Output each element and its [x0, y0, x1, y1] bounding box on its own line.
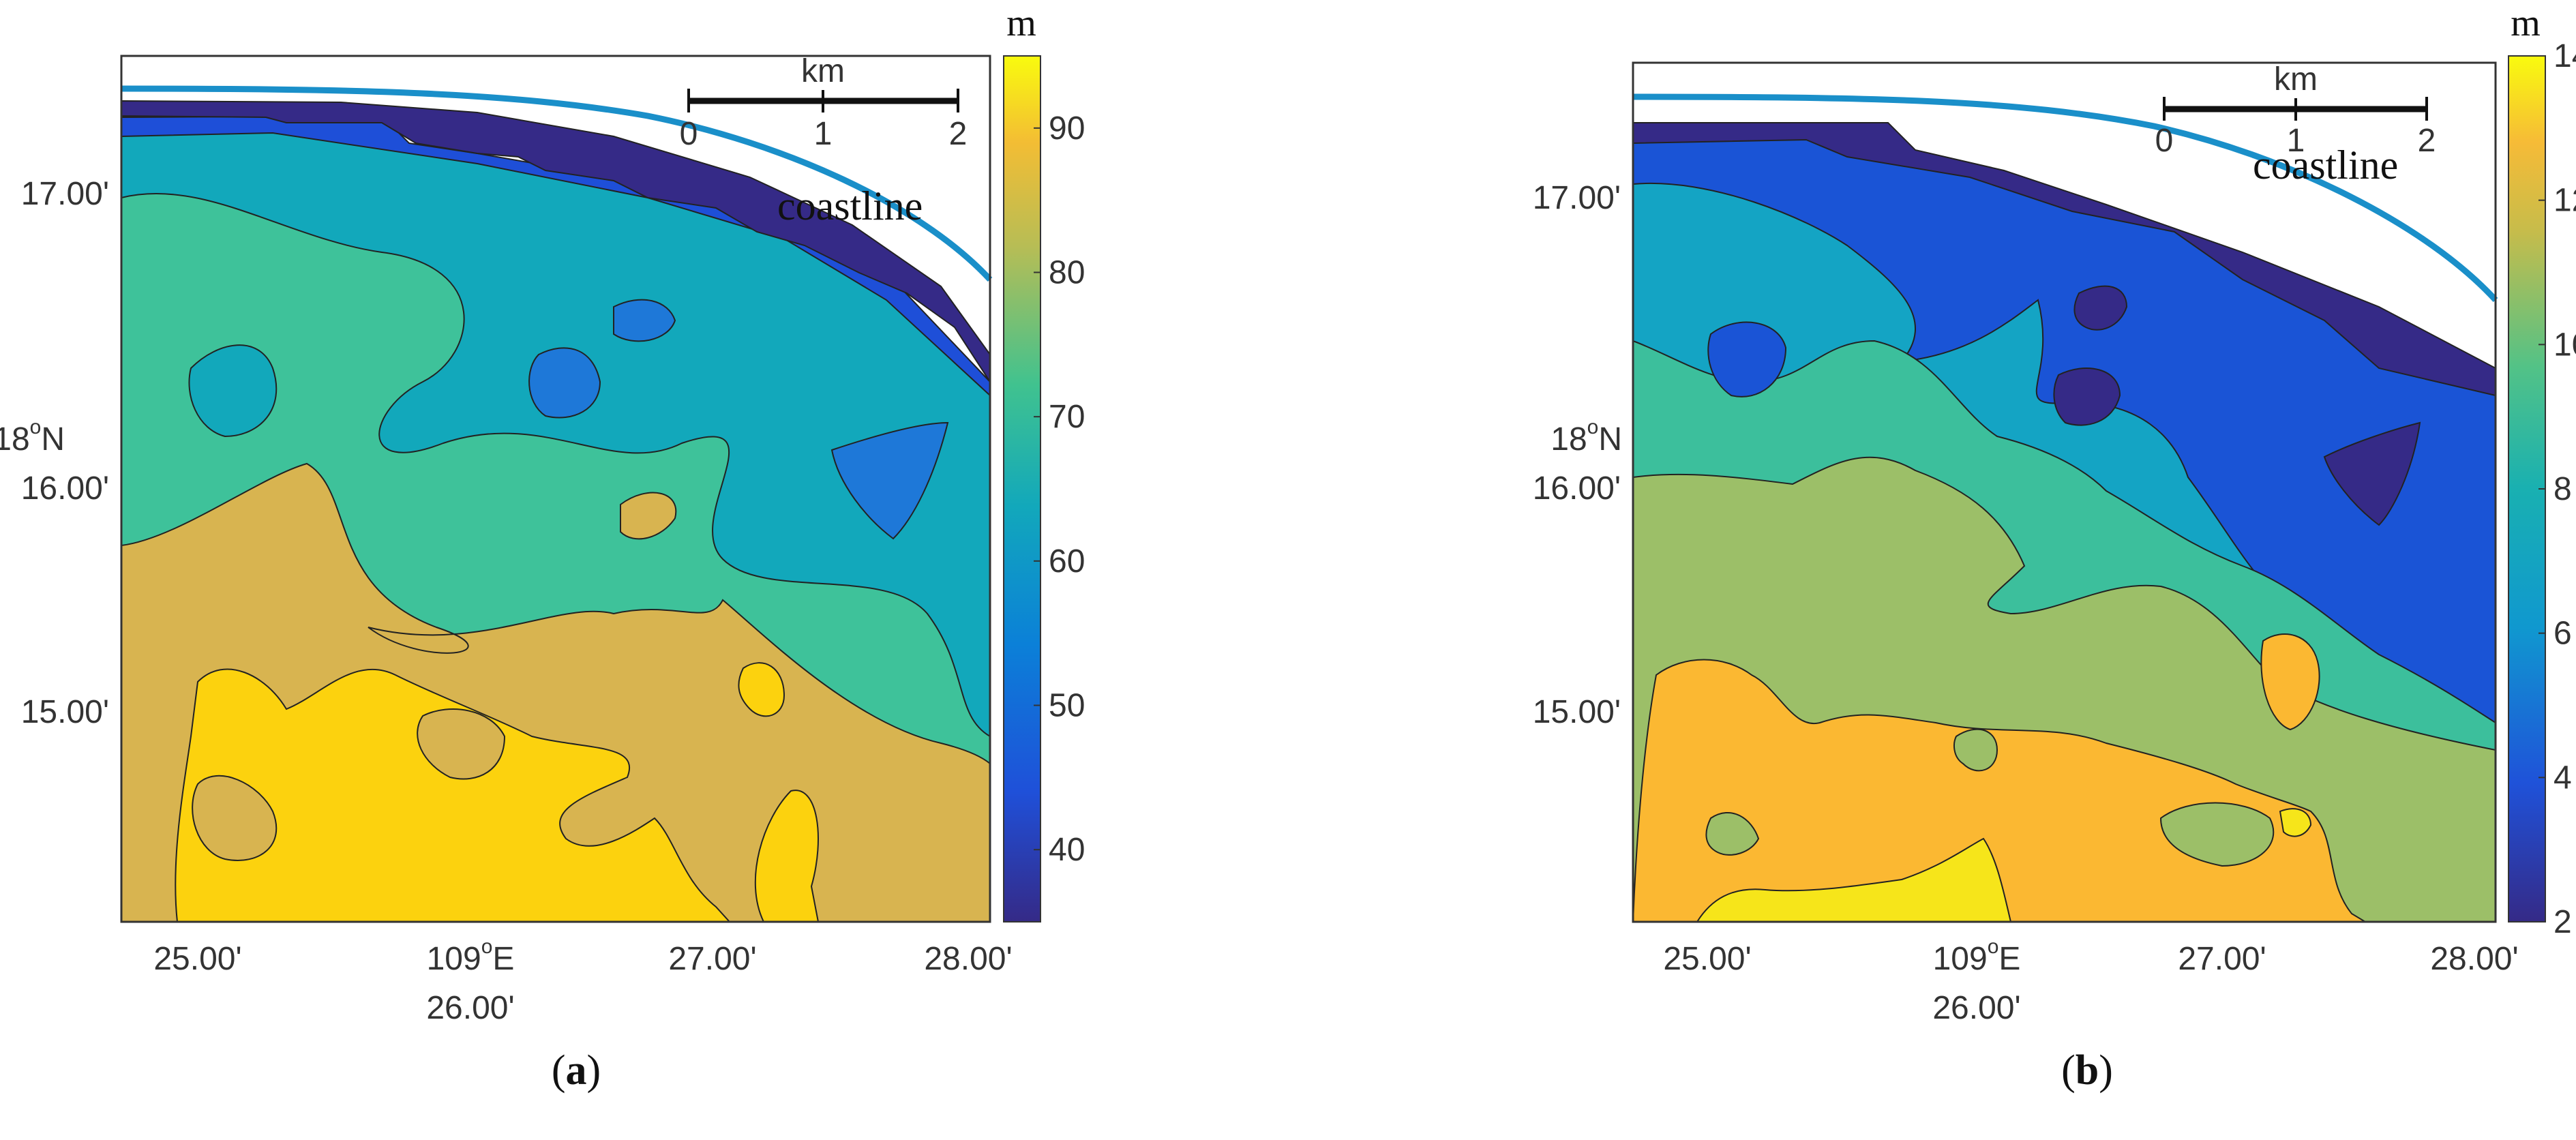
y-tick-17-00-b: 17.00'	[1533, 180, 1621, 216]
contour-island-b9	[2323, 421, 2421, 526]
x-tick-25-00-b: 25.00'	[1663, 941, 1751, 977]
x-tick-28-00-b: 28.00'	[2430, 941, 2518, 977]
x-tick-28-00: 28.00'	[924, 941, 1012, 977]
colorbar-ticks-b: 14 12 10 8 6 4 2	[2538, 38, 2576, 940]
map-panel-a: km 0 1 2 coastline 17.00' 18oN 16.00' 15…	[0, 2, 1085, 1094]
scale-bar-a: km 0 1 2	[680, 53, 968, 152]
y-tick-15-00-b: 15.00'	[1533, 694, 1621, 730]
contour-island-b1	[1705, 811, 1760, 856]
contour-map-b: km 0 1 2 coastline 17.00' 18oN 16.00' 15…	[1533, 2, 2576, 1026]
contour-island-2	[417, 708, 506, 780]
colorbar-tick-label: 12	[2553, 183, 2576, 219]
x-tick-27-00: 27.00'	[668, 941, 756, 977]
colorbar-tick-label: 10	[2553, 327, 2576, 363]
contour-island-b2	[1953, 728, 1998, 772]
depth-contours-b	[1633, 63, 2496, 922]
map-frame-a	[120, 55, 991, 923]
scale-tick-2: 2	[949, 116, 968, 152]
colorbar-a: m 90 80 70 60 50 40	[1003, 2, 1085, 922]
contour-island-8	[830, 421, 949, 540]
coastline-line-b	[1632, 93, 2498, 303]
y-tick-17-00: 17.00'	[21, 176, 109, 212]
scale-tick-0: 0	[680, 116, 698, 152]
contour-island-3	[738, 662, 785, 717]
contour-map-a: km 0 1 2 coastline 17.00' 18oN 16.00' 15…	[0, 2, 1085, 1026]
contour-band-35m	[121, 100, 990, 383]
coastline-label-b: coastline	[2253, 142, 2398, 188]
scale-tick-2-b: 2	[2418, 123, 2436, 159]
scale-bar-title-b: km	[2274, 61, 2318, 97]
contour-band-14m	[1696, 837, 2012, 922]
land-area-b	[1633, 63, 2496, 300]
contour-island-6	[528, 347, 601, 419]
colorbar-tick-label: 2	[2553, 904, 2572, 940]
contour-island-1	[192, 775, 278, 861]
x-tick-27-00-b: 27.00'	[2178, 941, 2266, 977]
colorbar-tick-label: 4	[2553, 760, 2572, 796]
depth-contours-a	[121, 56, 990, 922]
contour-island-b7	[2073, 285, 2128, 331]
coastline-line-a	[121, 85, 993, 282]
contour-island-b5	[2279, 808, 2312, 837]
contour-island-b6	[1707, 321, 1787, 397]
colorbar-tick-label: 8	[2553, 471, 2572, 507]
scale-bar-b: km 0 1 2	[2155, 61, 2436, 159]
x-deg-label-b: 109oE	[1933, 935, 2021, 977]
colorbar-b: m 14 12 10 8 6 4 2	[2508, 2, 2576, 940]
y-tick-16-00-b: 16.00'	[1533, 470, 1621, 507]
scale-tick-1-b: 1	[2287, 123, 2305, 159]
x-tick-25-00: 25.00'	[153, 941, 241, 977]
y-deg-label-b: 18oN	[1551, 416, 1622, 457]
colorbar-tick-label: 14	[2553, 38, 2576, 74]
map-frame-b	[1632, 61, 2497, 923]
colorbar-tick-label: 50	[1049, 688, 1085, 724]
x-tick-26-00: 26.00'	[426, 990, 514, 1026]
contour-island-7	[613, 299, 676, 342]
scale-bar-title: km	[801, 53, 845, 89]
contour-island-b4	[2159, 802, 2275, 867]
coastline-label-a: coastline	[777, 183, 923, 228]
colorbar-unit-a: m	[1006, 2, 1036, 44]
contour-island-b8	[2053, 368, 2121, 426]
colorbar-tick-label: 80	[1049, 255, 1085, 291]
colorbar-unit-b: m	[2511, 2, 2541, 44]
scale-tick-0-b: 0	[2155, 123, 2174, 159]
contour-island-b3	[2260, 633, 2320, 731]
contour-island-4	[620, 492, 677, 540]
x-tick-26-00-b: 26.00'	[1932, 990, 2020, 1026]
y-tick-15-00: 15.00'	[21, 694, 109, 730]
x-deg-label: 109oE	[427, 935, 515, 977]
panel-caption-b: (b)	[2061, 1047, 2113, 1094]
colorbar-ticks-a: 90 80 70 60 50 40	[1034, 110, 1085, 868]
contour-band-90m	[175, 668, 820, 922]
panel-caption-a: (a)	[551, 1047, 601, 1094]
y-deg-label: 18oN	[0, 416, 65, 457]
colorbar-tick-label: 40	[1049, 832, 1085, 868]
contour-band-12m	[1633, 659, 2367, 922]
scale-tick-1: 1	[814, 116, 833, 152]
colorbar-tick-label: 70	[1049, 399, 1085, 435]
colorbar-tick-label: 6	[2553, 616, 2572, 652]
land-area-a	[121, 56, 990, 280]
map-panel-b: km 0 1 2 coastline 17.00' 18oN 16.00' 15…	[1288, 0, 2576, 1140]
colorbar-tick-label: 60	[1049, 543, 1085, 580]
colorbar-tick-label: 90	[1049, 110, 1085, 147]
contour-island-5	[188, 344, 278, 438]
y-tick-16-00: 16.00'	[21, 470, 109, 507]
